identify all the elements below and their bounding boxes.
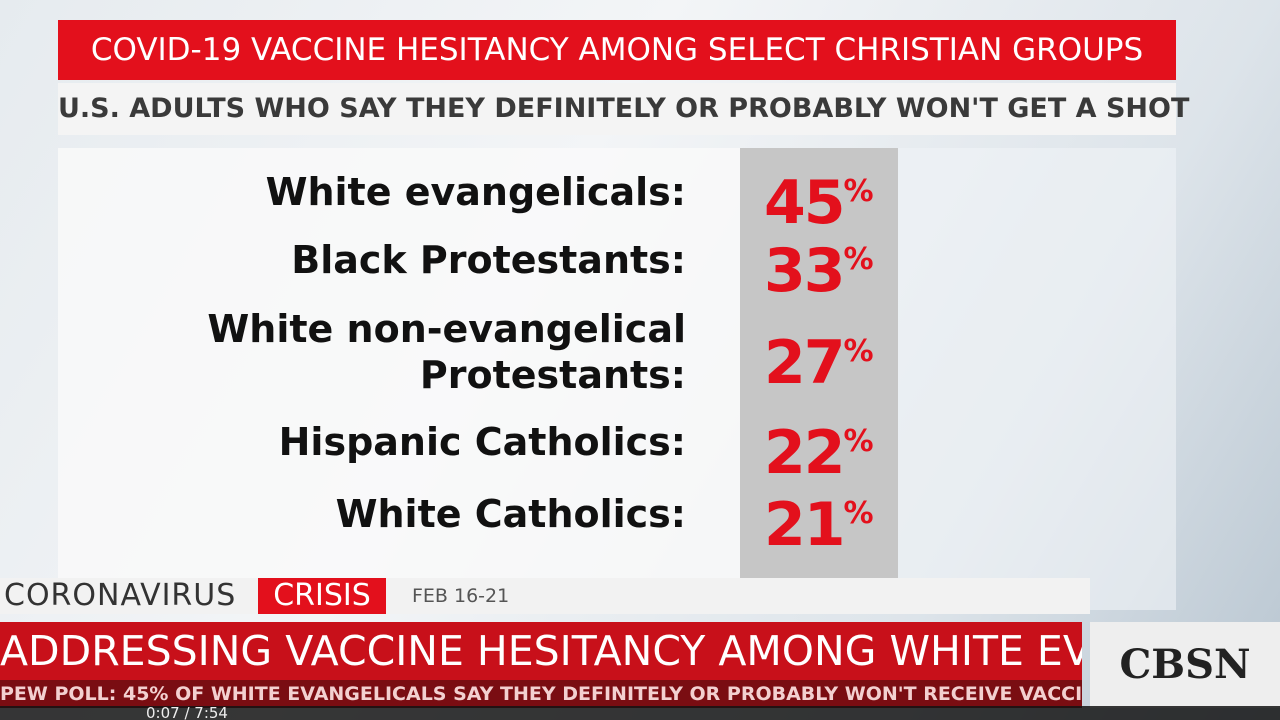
value-number: 21 [764,490,845,560]
row-label-line: Hispanic Catholics: [278,420,686,464]
headline: ADDRESSING VACCINE HESITANCY AMONG WHITE… [0,622,1082,680]
graphic-subtitle: U.S. ADULTS WHO SAY THEY DEFINITELY OR P… [58,83,1189,135]
panel-right [898,148,1176,610]
row-label-line: White Catholics: [335,492,686,536]
row-label-line: Black Protestants: [291,238,686,282]
value-unit: % [843,242,874,277]
value-column [740,148,898,610]
date: FEB 16-21 [412,585,510,607]
ticker: PEW POLL: 45% OF WHITE EVANGELICALS SAY … [0,680,1082,708]
value-unit: % [843,334,874,369]
show-name: CORONAVIRUS [4,578,237,613]
row-label: White non-evangelical Protestants: [207,306,686,398]
value-unit: % [843,424,874,459]
value-number: 27 [764,328,845,398]
value-number: 33 [764,236,845,306]
player-controls[interactable] [0,706,1280,720]
row-label-line: White non-evangelical [207,307,686,351]
value-number: 22 [764,418,845,488]
value-unit: % [843,174,874,209]
row-value: 27% [764,322,874,393]
show-tag: CRISIS [258,578,386,614]
row-value: 22% [764,412,874,483]
row-label-line: White evangelicals: [265,170,686,214]
row-label-line: Protestants: [419,353,686,397]
row-label: White evangelicals: [266,169,686,215]
row-value: 21% [764,484,874,555]
row-label: Black Protestants: [291,237,686,283]
logo: CBSN [1090,622,1280,708]
row-label: Hispanic Catholics: [279,419,686,465]
row-value: 33% [764,230,874,301]
graphic-title: COVID-19 VACCINE HESITANCY AMONG SELECT … [58,20,1176,80]
panel [58,148,740,610]
lower-third [0,578,1090,614]
player-time: 0:07 / 7:54 [146,704,228,720]
value-number: 45 [764,168,845,238]
row-label: White Catholics: [336,491,686,537]
value-unit: % [843,496,874,531]
row-value: 45% [764,162,874,233]
